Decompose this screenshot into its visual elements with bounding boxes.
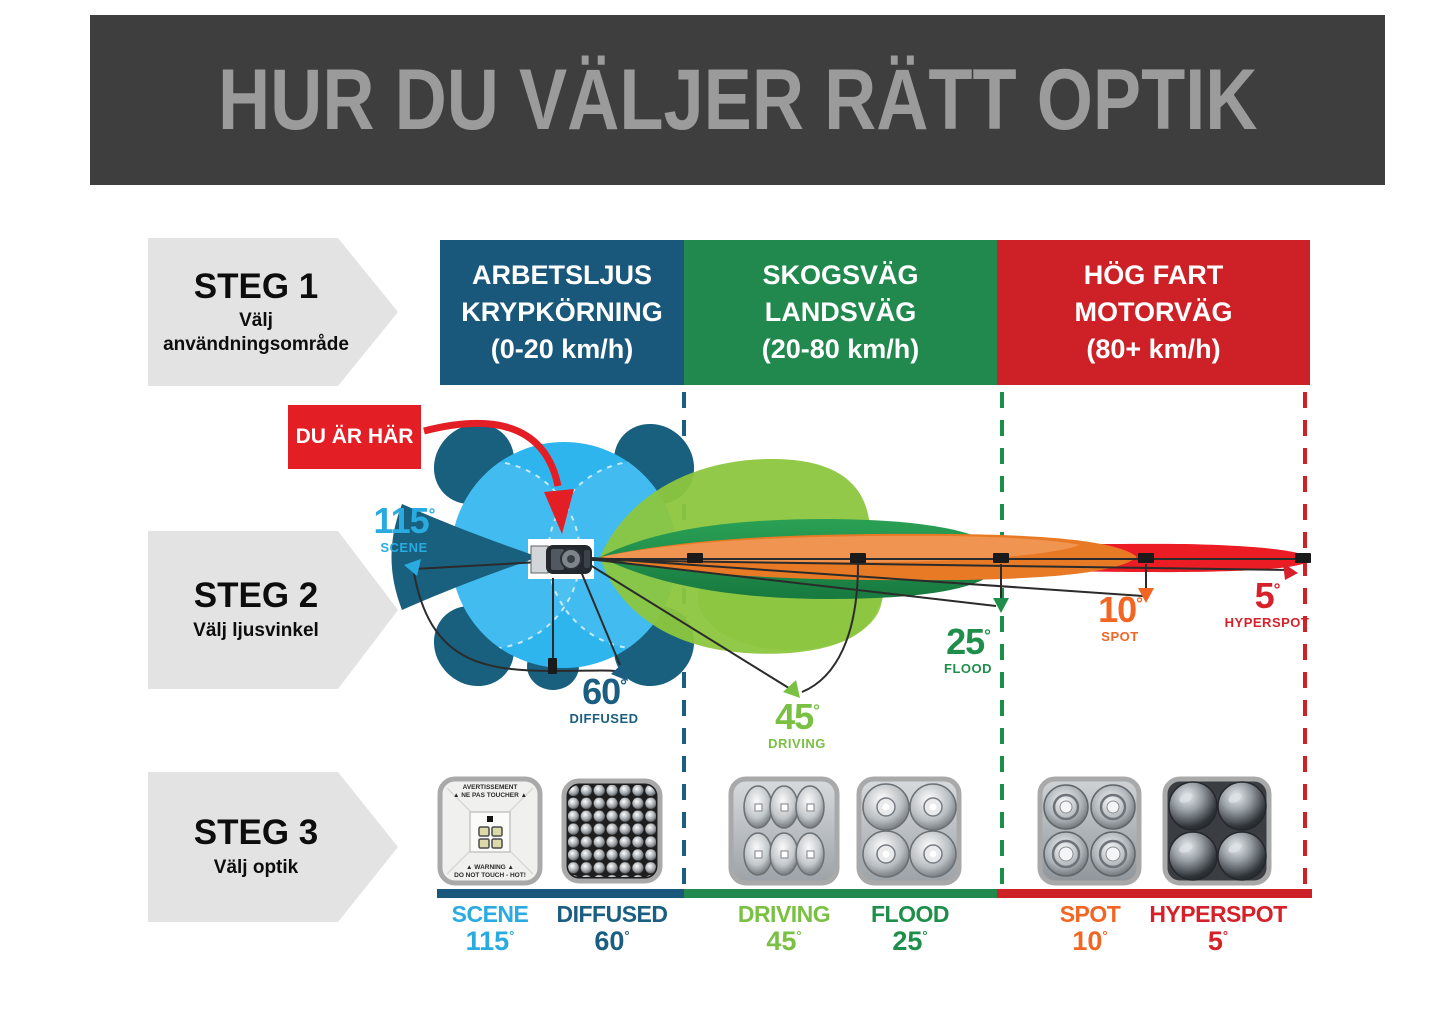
you-are-here-label: DU ÄR HÄR [288,405,421,469]
category-highway: HÖG FART MOTORVÄG (80+ km/h) [997,240,1310,385]
flood-beam [600,519,1001,599]
step-2-subtitle: Välj ljusvinkel [193,619,319,641]
driving-beam [600,458,886,654]
category-line: (20-80 km/h) [761,334,920,364]
optic-image-diffused [561,776,663,886]
optic-label-hyperspot: HYPERSPOT 5° [1149,901,1287,956]
category-line: (0-20 km/h) [490,334,634,364]
optic-image-flood [856,776,962,886]
category-line: KRYPKÖRNING [461,297,663,327]
panel-warning-bottom: ▲ WARNING ▲ [466,864,514,871]
hyperspot-angle-label: 5° HYPERSPOT [1224,575,1310,630]
forest-road-bar [684,889,997,898]
panel-warning-top: AVERTISSEMENT [463,784,518,791]
optic-label-diffused: DIFFUSED 60° [556,901,669,956]
svg-text:▲ NE PAS TOUCHER ▲: ▲ NE PAS TOUCHER ▲ [453,792,527,799]
step-1-title: STEG 1 [193,266,319,306]
optic-label-spot: SPOT 10° [1059,901,1121,956]
step-3-arrow: STEG 3 Välj optik [148,772,398,922]
step-1-subtitle: Välj användningsområde [163,310,349,355]
optic-label-scene: SCENE 115° [451,901,529,956]
optic-image-scene: AVERTISSEMENT ▲ NE PAS TOUCHER ▲ ▲ WARNI… [437,776,543,886]
step-2-title: STEG 2 [193,576,319,616]
scene-angle-label: 115° SCENE [373,500,436,555]
hyperspot-beam [600,543,1311,573]
category-line: LANDSVÄG [764,297,917,327]
category-forest-road: SKOGSVÄG LANDSVÄG (20-80 km/h) [684,240,997,385]
category-worklight: ARBETSLJUS KRYPKÖRNING (0-20 km/h) [440,240,684,385]
category-line: (80+ km/h) [1086,334,1221,364]
category-line: ARBETSLJUS [471,260,653,290]
svg-text:DO NOT TOUCH - HOT!: DO NOT TOUCH - HOT! [454,872,526,879]
scene-beam [391,423,695,690]
step-1-arrow: STEG 1 Välj användningsområde [148,238,398,386]
optic-image-spot [1037,776,1142,886]
highway-bar [997,889,1312,898]
category-line: HÖG FART [1083,260,1224,290]
optic-label-flood: FLOOD 25° [871,901,950,956]
vehicle-top-view [530,545,592,574]
category-line: MOTORVÄG [1074,297,1233,327]
spot-beam [600,533,1137,581]
step-3-title: STEG 3 [193,813,319,853]
category-line: SKOGSVÄG [762,260,919,290]
step-3-subtitle: Välj optik [213,856,299,878]
optic-label-driving: DRIVING 45° [737,901,831,956]
page-title: HUR DU VÄLJER RÄTT OPTIK [217,51,1258,148]
step-2-arrow: STEG 2 Välj ljusvinkel [148,531,398,689]
worklight-bar [437,889,684,898]
diffused-angle-label: 60° DIFFUSED [569,671,639,726]
driving-angle-label: 45° DRIVING [768,696,826,751]
spot-angle-label: 10° SPOT [1098,589,1143,644]
flood-angle-label: 25° FLOOD [944,621,992,676]
optic-image-hyperspot [1162,776,1272,886]
title-bar: HUR DU VÄLJER RÄTT OPTIK [90,15,1385,185]
optic-image-driving [728,776,840,886]
